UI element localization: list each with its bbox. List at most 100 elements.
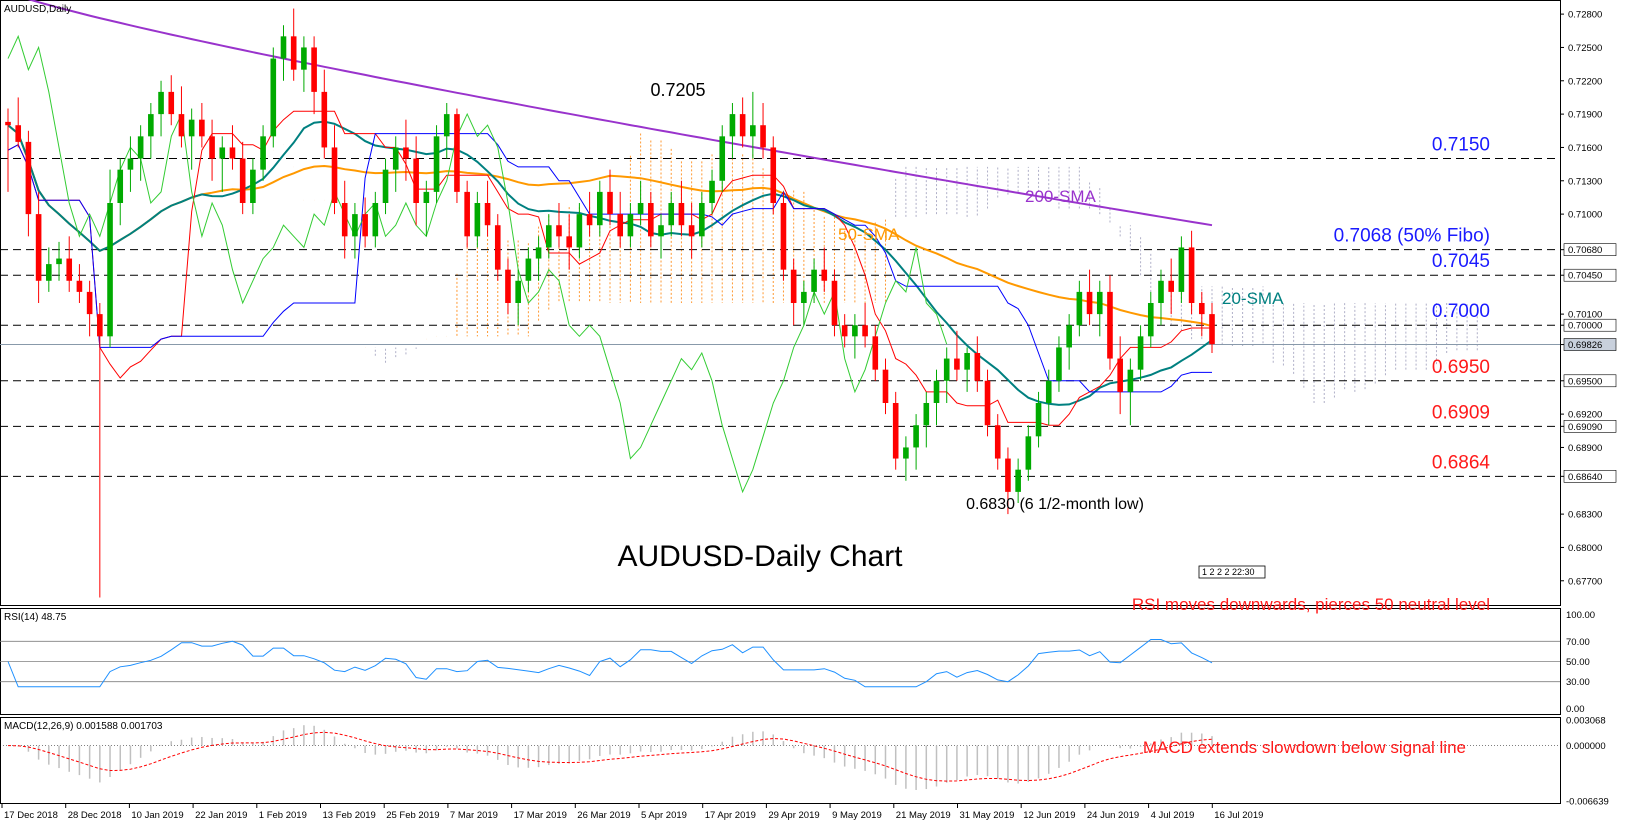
time-box-text: 1 2 2 2 22:30 bbox=[1202, 567, 1255, 577]
macd-tick-label: -0.006639 bbox=[1566, 797, 1609, 808]
macd-tick-label: 0.003068 bbox=[1566, 716, 1606, 727]
candle-body bbox=[1127, 369, 1134, 392]
candle-body bbox=[954, 358, 960, 370]
candle-body bbox=[556, 225, 562, 237]
candle-body bbox=[658, 225, 664, 237]
level-label: 0.6950 bbox=[1432, 357, 1490, 378]
time-tick-label: 4 Jul 2019 bbox=[1151, 810, 1195, 821]
candle-body bbox=[596, 191, 603, 226]
candle-body bbox=[464, 191, 470, 237]
candle-body bbox=[1107, 291, 1113, 359]
candle-body bbox=[137, 136, 144, 159]
candle-body bbox=[168, 91, 175, 115]
candle-body bbox=[688, 225, 695, 237]
candle-body bbox=[474, 203, 481, 237]
rsi-label: RSI(14) 48.75 bbox=[4, 612, 67, 623]
candle-body bbox=[1209, 314, 1215, 345]
candle-body bbox=[76, 280, 83, 292]
price-tick-label: 0.70450 bbox=[1568, 271, 1602, 282]
price-tick-label: 0.70680 bbox=[1568, 245, 1602, 256]
level-label: 0.7068 (50% Fibo) bbox=[1334, 226, 1490, 247]
level-label: 0.7000 bbox=[1432, 301, 1490, 322]
candle-body bbox=[964, 353, 970, 370]
candle-body bbox=[505, 269, 511, 303]
candle-body bbox=[709, 180, 715, 203]
candle-body bbox=[219, 147, 226, 159]
candle-body bbox=[66, 258, 73, 281]
rsi-tick-label: 0.00 bbox=[1566, 704, 1585, 715]
price-tick-label: 0.69090 bbox=[1568, 422, 1602, 433]
candle-body bbox=[97, 314, 103, 337]
time-tick-label: 13 Feb 2019 bbox=[322, 810, 375, 821]
price-axis: 0.72800 0.72500 0.72200 0.71900 0.71600 0.713… bbox=[1560, 10, 1617, 587]
candle-body bbox=[158, 91, 164, 115]
price-tick-label: 0.69500 bbox=[1568, 376, 1602, 387]
candle-body bbox=[270, 58, 277, 137]
price-tick-box bbox=[1563, 420, 1617, 433]
time-tick-label: 22 Jan 2019 bbox=[195, 810, 247, 821]
candle-body bbox=[443, 114, 450, 137]
candle-body bbox=[545, 225, 552, 248]
price-tick-label: 0.69826 bbox=[1568, 340, 1602, 351]
candle-body bbox=[607, 191, 613, 215]
price-tick-label: 0.68000 bbox=[1568, 543, 1602, 554]
candle-body bbox=[750, 125, 756, 137]
main-panel bbox=[0, 0, 1561, 606]
candle-body bbox=[943, 358, 950, 381]
candle-body bbox=[86, 291, 93, 315]
candle-body bbox=[1147, 303, 1154, 337]
candle-body bbox=[403, 147, 409, 159]
symbol-label: AUDUSD,Daily bbox=[4, 4, 71, 15]
rsi-annotation: RSI moves downwards, pierces 50 neutral … bbox=[1132, 595, 1490, 614]
candle-body bbox=[515, 280, 521, 303]
candle-body bbox=[127, 158, 134, 170]
price-tick-label: 0.70100 bbox=[1568, 310, 1602, 321]
sma200-line bbox=[27, 0, 1213, 227]
macd-panel bbox=[0, 717, 1561, 804]
rsi-tick-label: 100.00 bbox=[1566, 610, 1595, 621]
macd-indicator: 0.003068 0.000000 -0.006639 bbox=[0, 716, 1609, 808]
candle-body bbox=[668, 203, 675, 226]
candle-body bbox=[25, 141, 32, 215]
macd-label: MACD(12,26,9) 0.001588 0.001703 bbox=[4, 721, 163, 732]
candle-body bbox=[5, 121, 11, 126]
candle-body bbox=[433, 136, 440, 192]
candle-body bbox=[903, 447, 909, 459]
candle-body bbox=[913, 425, 919, 448]
candle-body bbox=[729, 114, 736, 137]
candle-body bbox=[862, 325, 868, 337]
candle-body bbox=[872, 336, 879, 370]
candle-body bbox=[637, 203, 644, 215]
candle-body bbox=[994, 425, 1001, 459]
rsi-tick-label: 50.00 bbox=[1566, 657, 1590, 668]
candle-body bbox=[352, 214, 358, 237]
candle-body bbox=[107, 203, 113, 337]
candle-body bbox=[1005, 458, 1011, 492]
candle-body bbox=[1178, 247, 1185, 292]
candle-body bbox=[831, 280, 838, 326]
price-tick-label: 0.72800 bbox=[1568, 10, 1602, 21]
candle-body bbox=[117, 169, 124, 203]
macd-tick-label: 0.000000 bbox=[1566, 741, 1606, 752]
support-resistance-levels: 0.7150 0.7068 (50% Fibo) 0.7045 0.7000 0.695… bbox=[0, 135, 1560, 477]
price-tick-box bbox=[1563, 243, 1617, 256]
sma20-label: 20-SMA bbox=[1222, 289, 1284, 308]
level-label: 0.6864 bbox=[1432, 452, 1491, 473]
candle-body bbox=[576, 214, 583, 248]
candle-body bbox=[392, 147, 399, 170]
rsi-line bbox=[7, 639, 1213, 688]
time-tick-label: 5 Apr 2019 bbox=[641, 810, 687, 821]
price-tick-box bbox=[1563, 318, 1617, 332]
candle-body bbox=[811, 269, 817, 292]
rsi-tick-label: 70.00 bbox=[1566, 637, 1590, 648]
rsi-tick-label: 30.00 bbox=[1566, 677, 1590, 688]
price-tick-label: 0.68640 bbox=[1568, 472, 1602, 483]
candle-body bbox=[1117, 358, 1123, 392]
chikou-line bbox=[7, 34, 948, 494]
candle-body bbox=[331, 147, 338, 203]
rsi-indicator: 100.00 70.00 50.00 30.00 0.00 bbox=[0, 610, 1595, 715]
time-tick-label: 26 Mar 2019 bbox=[577, 810, 630, 821]
candlesticks bbox=[5, 8, 1215, 598]
candle-body bbox=[627, 214, 634, 237]
candle-body bbox=[260, 136, 266, 170]
